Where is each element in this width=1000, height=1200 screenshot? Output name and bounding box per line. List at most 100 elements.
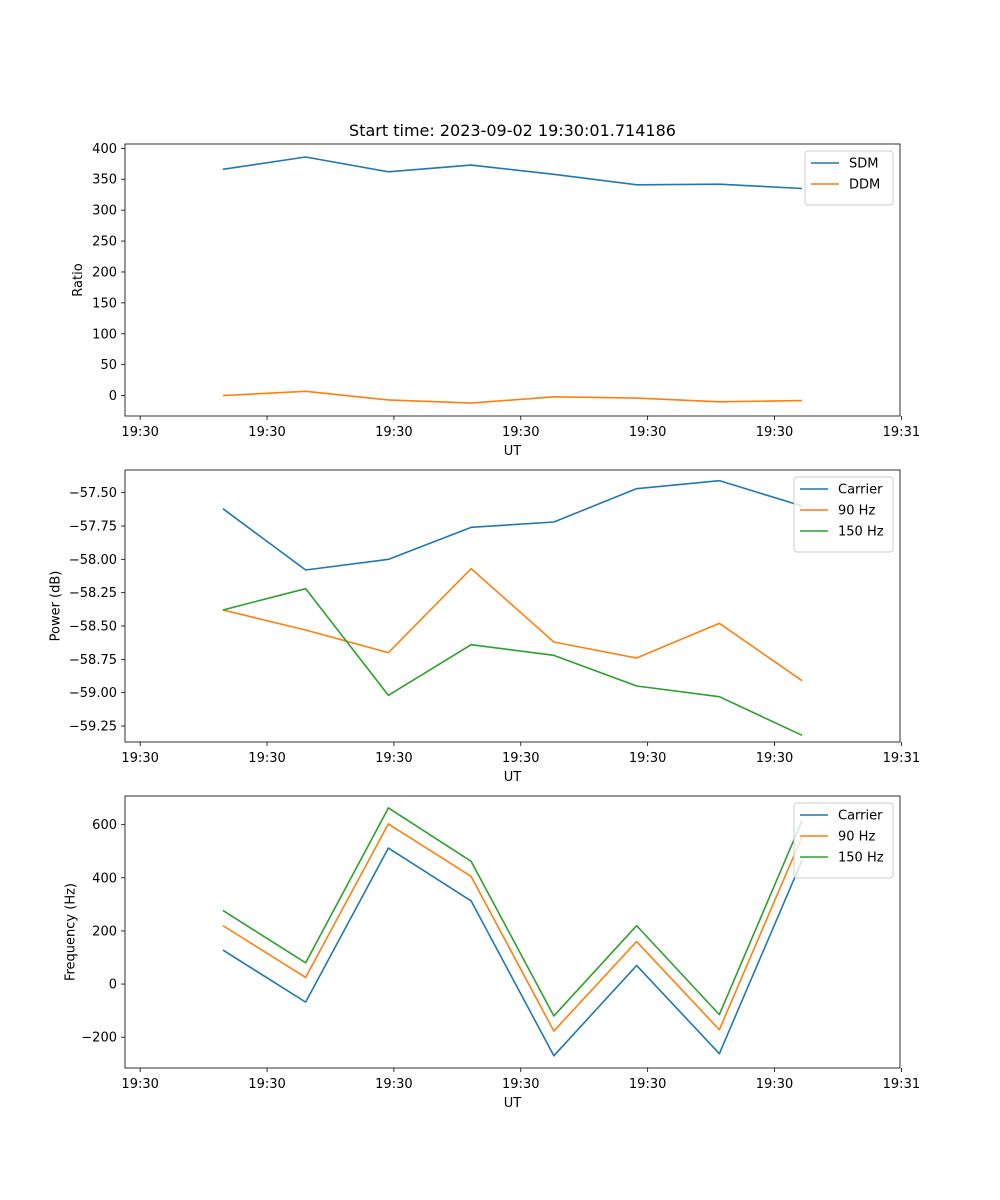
ratio-chart: 19:30 19:30 19:30 19:30 19:30 19:30 19:31 0 50 10…	[71, 142, 920, 459]
y-tick-label: −59.00	[69, 686, 117, 701]
y-tick-label: −58.00	[69, 553, 117, 568]
y-tick-label: −58.50	[69, 620, 117, 635]
y-axis-label: Ratio	[71, 263, 86, 296]
x-tick-label: 19:30	[248, 425, 285, 440]
y-tick-label: 50	[100, 358, 117, 373]
data-point	[470, 164, 472, 166]
x-axis-label: UT	[504, 770, 522, 785]
x-tick-label: 19:30	[121, 425, 158, 440]
power-chart: 19:30 19:30 19:30 19:30 19:30 19:30 19:31 −57.5…	[48, 469, 920, 785]
plot-frame	[124, 143, 901, 417]
x-tick-label: 19:30	[375, 425, 412, 440]
data-point	[719, 1029, 721, 1031]
x-tick-label: 19:30	[375, 1077, 412, 1092]
data-point	[553, 173, 555, 175]
data-point	[553, 1030, 555, 1032]
data-point	[636, 184, 638, 186]
data-point	[636, 685, 638, 687]
x-tick-label: 19:30	[629, 751, 666, 766]
legend: Carrier 90 Hz 150 Hz	[793, 802, 894, 879]
data-point	[801, 188, 803, 190]
data-point	[553, 655, 555, 657]
data-point	[470, 568, 472, 570]
y-tick-label: 400	[92, 142, 117, 157]
data-point	[388, 847, 390, 849]
data-point	[470, 861, 472, 863]
data-point	[470, 900, 472, 902]
data-point	[305, 156, 307, 158]
series-line-150-hz	[222, 587, 803, 737]
data-point	[388, 171, 390, 173]
legend-label: 90 Hz	[838, 830, 875, 845]
y-tick-label: −58.75	[69, 653, 117, 668]
legend-label: 90 Hz	[838, 504, 875, 519]
legend-label: Carrier	[838, 483, 883, 498]
x-tick-label: 19:30	[248, 751, 285, 766]
x-tick-label: 19:30	[756, 425, 793, 440]
data-point	[388, 652, 390, 654]
x-axis-label: UT	[504, 444, 522, 459]
y-tick-label: 250	[92, 235, 117, 250]
y-tick-label: −58.25	[69, 586, 117, 601]
x-tick-label: 19:30	[248, 1077, 285, 1092]
y-tick-label: 0	[109, 389, 117, 404]
data-point	[222, 609, 224, 611]
y-tick-label: −57.50	[69, 486, 117, 501]
x-tick-label: 19:30	[502, 751, 539, 766]
y-tick-label: −59.25	[69, 720, 117, 735]
legend-label: 150 Hz	[838, 851, 884, 866]
series-line-150-hz	[222, 807, 803, 1017]
data-point	[222, 949, 224, 951]
legend-box	[793, 802, 894, 879]
x-tick-label: 19:30	[756, 1077, 793, 1092]
data-point	[719, 696, 721, 698]
x-axis-label: UT	[504, 1096, 522, 1111]
y-tick-label: 400	[92, 871, 117, 886]
legend: Carrier 90 Hz 150 Hz	[793, 476, 894, 553]
legend-label: 150 Hz	[838, 525, 884, 540]
data-point	[719, 1053, 721, 1055]
y-tick-label: 300	[92, 204, 117, 219]
data-point	[553, 1015, 555, 1017]
plot-frame	[124, 469, 901, 743]
series-line-sdm	[222, 156, 803, 190]
data-point	[636, 397, 638, 399]
x-tick-label: 19:30	[502, 1077, 539, 1092]
data-point	[636, 941, 638, 943]
data-point	[305, 569, 307, 571]
data-point	[470, 527, 472, 529]
data-point	[719, 480, 721, 482]
plot-frame	[124, 795, 901, 1069]
data-point	[553, 641, 555, 643]
x-tick-label: 19:31	[883, 751, 920, 766]
legend: SDM DDM	[804, 150, 894, 206]
legend-box	[804, 150, 894, 206]
x-tick-label: 19:30	[629, 425, 666, 440]
x-tick-label: 19:30	[629, 1077, 666, 1092]
data-point	[305, 629, 307, 631]
data-point	[553, 1055, 555, 1057]
data-point	[470, 644, 472, 646]
data-point	[636, 657, 638, 659]
data-point	[222, 395, 224, 397]
y-tick-label: 0	[109, 978, 117, 993]
data-point	[719, 401, 721, 403]
data-point	[388, 695, 390, 697]
series-line-carrier	[222, 479, 803, 571]
data-point	[222, 508, 224, 510]
x-tick-label: 19:31	[883, 425, 920, 440]
series-line-90-hz	[222, 567, 803, 682]
data-point	[719, 1014, 721, 1016]
legend-label: Carrier	[838, 809, 883, 824]
x-tick-label: 19:30	[375, 751, 412, 766]
series-line-carrier	[222, 847, 803, 1057]
series-line-90-hz	[222, 823, 803, 1032]
legend-box	[793, 476, 894, 553]
data-point	[801, 680, 803, 682]
data-point	[636, 488, 638, 490]
y-axis-label: Frequency (Hz)	[64, 883, 79, 981]
data-point	[305, 977, 307, 979]
y-tick-label: 200	[92, 924, 117, 939]
legend-label: DDM	[849, 178, 880, 193]
